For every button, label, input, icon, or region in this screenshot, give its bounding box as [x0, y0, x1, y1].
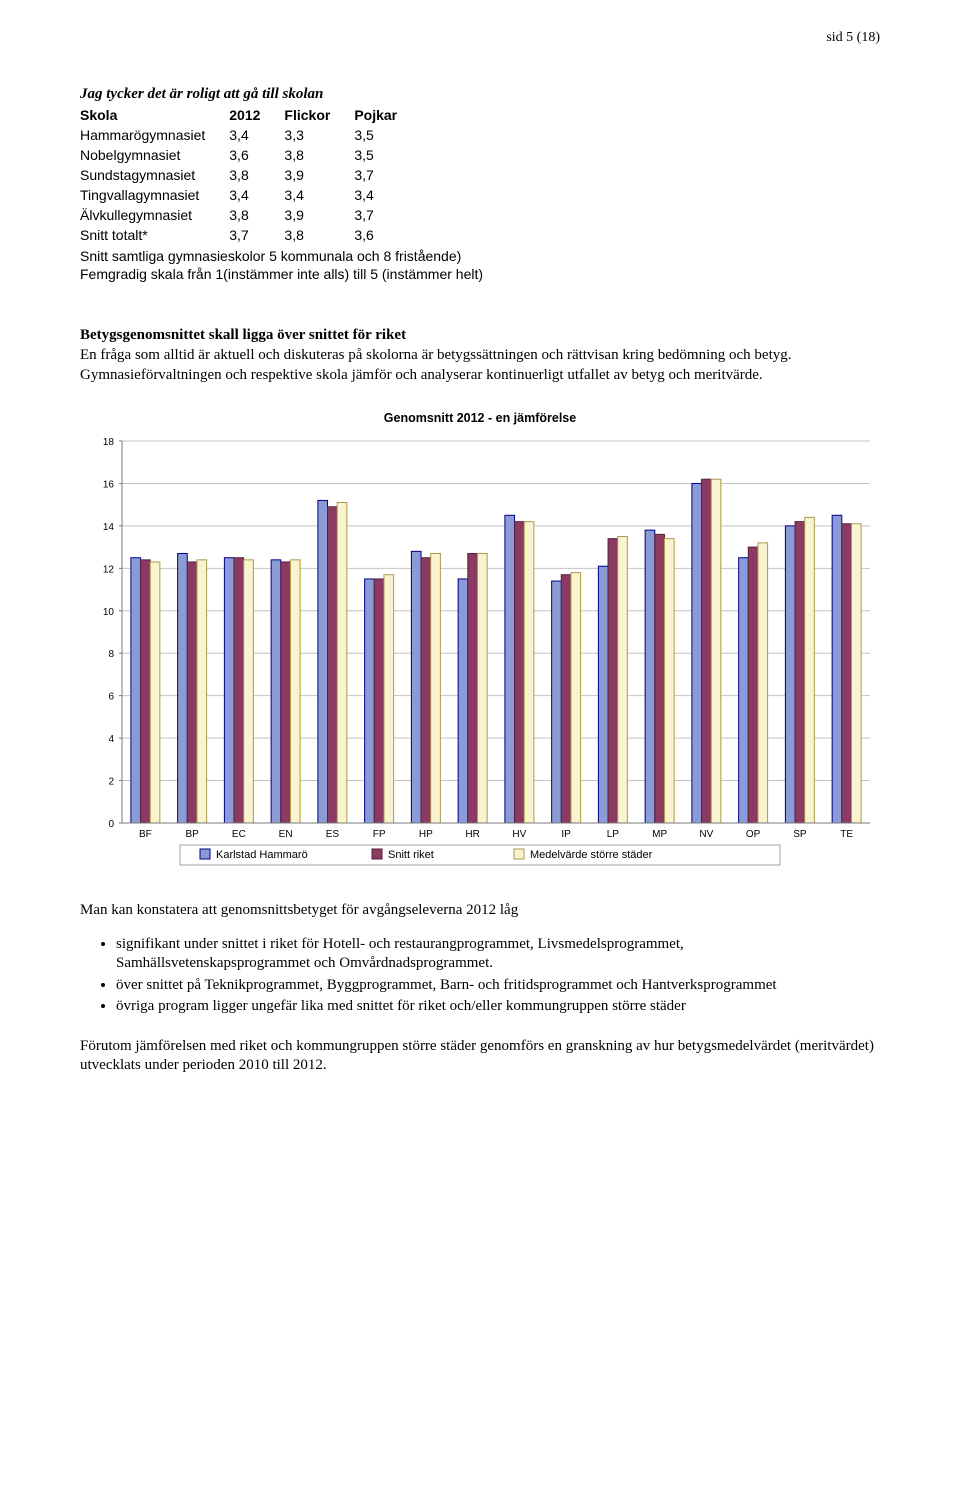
- footnote-line: Femgradig skala från 1(instämmer inte al…: [80, 265, 880, 283]
- table-row: Älvkullegymnasiet3,83,93,7: [80, 205, 421, 225]
- svg-text:BP: BP: [185, 829, 199, 840]
- table-cell: 3,4: [354, 185, 421, 205]
- svg-text:BF: BF: [139, 829, 152, 840]
- table-cell: 3,9: [284, 165, 354, 185]
- svg-text:EN: EN: [279, 829, 293, 840]
- table-cell: 3,7: [354, 165, 421, 185]
- svg-text:MP: MP: [652, 829, 667, 840]
- table-cell: 3,8: [284, 145, 354, 165]
- svg-text:18: 18: [103, 437, 115, 448]
- svg-text:10: 10: [103, 607, 115, 618]
- svg-text:ES: ES: [326, 829, 340, 840]
- bullet-item: signifikant under snittet i riket för Ho…: [116, 935, 880, 974]
- svg-text:0: 0: [108, 819, 114, 830]
- table-row: Tingvallagymnasiet3,43,43,4: [80, 185, 421, 205]
- svg-text:4: 4: [108, 734, 114, 745]
- svg-text:2: 2: [108, 777, 114, 788]
- svg-text:TE: TE: [840, 829, 853, 840]
- bar-chart: 0 2 4 6 8 10 12 14 16 18 BF BP EC EN ES FP HP HR HV IP LP MP N…: [80, 431, 880, 871]
- table-row: Snitt totalt*3,73,83,6: [80, 225, 421, 245]
- svg-text:IP: IP: [561, 829, 571, 840]
- section-heading: Betygsgenomsnittet skall ligga över snit…: [80, 327, 880, 344]
- table-cell: Nobelgymnasiet: [80, 145, 229, 165]
- svg-text:OP: OP: [746, 829, 761, 840]
- table-cell: Tingvallagymnasiet: [80, 185, 229, 205]
- svg-text:12: 12: [103, 565, 115, 576]
- svg-text:SP: SP: [793, 829, 807, 840]
- table-cell: Snitt totalt*: [80, 225, 229, 245]
- table-header-cell: Skola: [80, 105, 229, 125]
- table-header-cell: 2012: [229, 105, 284, 125]
- table-cell: 3,6: [354, 225, 421, 245]
- svg-text:Karlstad Hammarö: Karlstad Hammarö: [216, 849, 308, 861]
- svg-text:Medelvärde större städer: Medelvärde större städer: [530, 849, 653, 861]
- table-cell: 3,4: [284, 185, 354, 205]
- svg-text:8: 8: [108, 650, 114, 661]
- svg-text:Snitt riket: Snitt riket: [388, 849, 434, 861]
- table-footnote: Snitt samtliga gymnasieskolor 5 kommunal…: [80, 247, 880, 283]
- svg-text:6: 6: [108, 692, 114, 703]
- table-row: Nobelgymnasiet3,63,83,5: [80, 145, 421, 165]
- table-header-cell: Flickor: [284, 105, 354, 125]
- footnote-line: Snitt samtliga gymnasieskolor 5 kommunal…: [80, 247, 880, 265]
- table-cell: 3,4: [229, 125, 284, 145]
- svg-text:16: 16: [103, 480, 115, 491]
- svg-text:LP: LP: [607, 829, 620, 840]
- table-cell: Hammarögymnasiet: [80, 125, 229, 145]
- table-cell: 3,4: [229, 185, 284, 205]
- page: sid 5 (18) Jag tycker det är roligt att …: [0, 0, 960, 1130]
- section-para: En fråga som alltid är aktuell och disku…: [80, 346, 880, 385]
- data-table: Skola2012FlickorPojkar Hammarögymnasiet3…: [80, 105, 421, 245]
- page-number: sid 5 (18): [80, 30, 880, 46]
- table-cell: 3,7: [229, 225, 284, 245]
- svg-text:HV: HV: [512, 829, 526, 840]
- table-cell: 3,3: [284, 125, 354, 145]
- svg-text:EC: EC: [232, 829, 246, 840]
- table-cell: 3,5: [354, 145, 421, 165]
- after-chart-lead: Man kan konstatera att genomsnittsbetyge…: [80, 901, 880, 921]
- bullet-item: över snittet på Teknikprogrammet, Byggpr…: [116, 976, 880, 996]
- table-cell: 3,7: [354, 205, 421, 225]
- svg-text:HR: HR: [465, 829, 479, 840]
- chart-title: Genomsnitt 2012 - en jämförelse: [80, 411, 880, 425]
- bullet-list: signifikant under snittet i riket för Ho…: [80, 935, 880, 1017]
- chart-container: Genomsnitt 2012 - en jämförelse 0 2 4 6 8 10 1…: [80, 411, 880, 871]
- table-cell: Sundstagymnasiet: [80, 165, 229, 185]
- bullet-item: övriga program ligger ungefär lika med s…: [116, 997, 880, 1017]
- table-header-cell: Pojkar: [354, 105, 421, 125]
- table-title: Jag tycker det är roligt att gå till sko…: [80, 86, 880, 103]
- table-cell: 3,8: [229, 205, 284, 225]
- table-cell: 3,6: [229, 145, 284, 165]
- svg-text:HP: HP: [419, 829, 433, 840]
- table-cell: 3,8: [284, 225, 354, 245]
- svg-text:FP: FP: [373, 829, 386, 840]
- svg-text:14: 14: [103, 522, 115, 533]
- table-cell: Älvkullegymnasiet: [80, 205, 229, 225]
- table-row: Hammarögymnasiet3,43,33,5: [80, 125, 421, 145]
- table-cell: 3,9: [284, 205, 354, 225]
- after-chart-final: Förutom jämförelsen med riket och kommun…: [80, 1037, 880, 1076]
- table-cell: 3,8: [229, 165, 284, 185]
- table-row: Sundstagymnasiet3,83,93,7: [80, 165, 421, 185]
- table-cell: 3,5: [354, 125, 421, 145]
- svg-text:NV: NV: [699, 829, 713, 840]
